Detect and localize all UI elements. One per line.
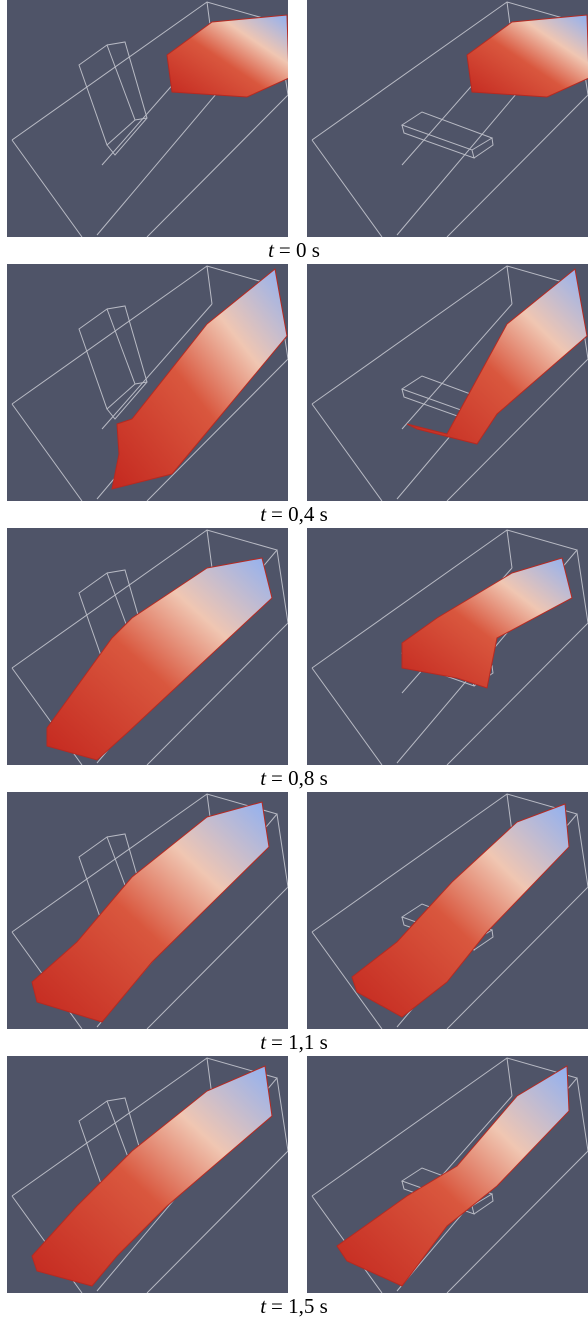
simulation-panel bbox=[7, 0, 288, 237]
caption: t= 0 s bbox=[0, 238, 588, 262]
caption-text: = 0 s bbox=[279, 238, 320, 262]
caption-text: = 0,4 s bbox=[271, 502, 328, 526]
caption: t= 1,1 s bbox=[0, 1030, 588, 1054]
caption-symbol: t bbox=[260, 502, 266, 526]
caption-symbol: t bbox=[268, 238, 274, 262]
caption-text: = 1,1 s bbox=[271, 1030, 328, 1054]
figure-row: t= 1,1 s bbox=[0, 792, 588, 1056]
figure-row: t= 0 s bbox=[0, 0, 588, 264]
simulation-panel bbox=[307, 0, 588, 237]
figure-row: t= 0,4 s bbox=[0, 264, 588, 528]
caption-text: = 1,5 s bbox=[271, 1294, 328, 1318]
caption: t= 0,8 s bbox=[0, 766, 588, 790]
simulation-panel bbox=[307, 1056, 588, 1293]
caption-text: = 0,8 s bbox=[271, 766, 328, 790]
simulation-panel bbox=[307, 528, 588, 765]
simulation-panel bbox=[7, 792, 288, 1029]
simulation-panel bbox=[307, 792, 588, 1029]
simulation-panel bbox=[7, 1056, 288, 1293]
figure-row: t= 1,5 s bbox=[0, 1056, 588, 1320]
caption-symbol: t bbox=[260, 1294, 266, 1318]
figure-row: t= 0,8 s bbox=[0, 528, 588, 792]
figure: t= 0 st= 0,4 st= 0,8 st= 1,1 st= 1,5 s bbox=[0, 0, 588, 1320]
caption-symbol: t bbox=[260, 1030, 266, 1054]
caption: t= 1,5 s bbox=[0, 1294, 588, 1318]
simulation-panel bbox=[7, 528, 288, 765]
caption-symbol: t bbox=[260, 766, 266, 790]
simulation-panel bbox=[7, 264, 288, 501]
caption: t= 0,4 s bbox=[0, 502, 588, 526]
simulation-panel bbox=[307, 264, 588, 501]
